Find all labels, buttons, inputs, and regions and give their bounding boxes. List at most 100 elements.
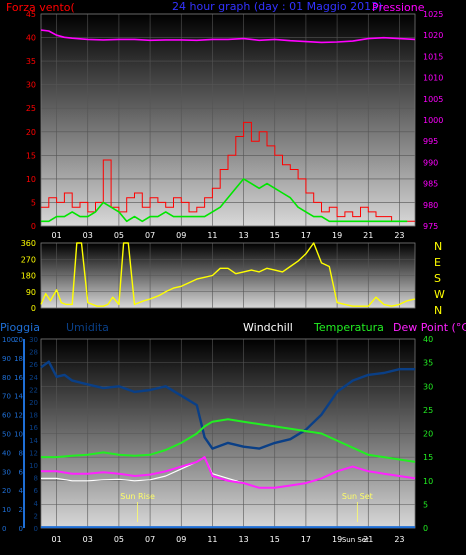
- x-tick-label: 07: [145, 535, 155, 544]
- chart-title: 24 hour graph (day : 01 Maggio 2013): [172, 0, 382, 13]
- sun-set-axis-label: Sun Set: [342, 536, 369, 544]
- x-tick-label: 11: [207, 231, 217, 240]
- temperature-tick-label: 25: [423, 406, 433, 415]
- x-tick-label: 03: [83, 231, 93, 240]
- humidity-tick-label: 20: [2, 487, 11, 495]
- pressure-tick-label: 985: [423, 180, 438, 189]
- pressure-series: [40, 29, 416, 44]
- rain-tick-label: 16: [14, 374, 23, 382]
- temp-left-tick-label: 24: [29, 374, 38, 382]
- x-tick-label: 01: [51, 231, 61, 240]
- humidity-tick-label: 90: [2, 355, 11, 363]
- x-tick-label: 23: [394, 535, 404, 544]
- pressure-tick-label: 1005: [423, 95, 443, 104]
- wind-tick-label: 35: [26, 57, 36, 66]
- wind-tick-label: 45: [26, 10, 36, 19]
- humidity-tick-label: 50: [2, 431, 11, 439]
- temp-left-tick-label: 18: [29, 412, 38, 420]
- rain-label: Pioggia: [0, 321, 40, 334]
- humidity-series: [40, 360, 415, 450]
- temperature-series: [41, 418, 416, 463]
- dewpoint-series: [41, 456, 416, 489]
- x-tick-label: 01: [51, 535, 61, 544]
- x-tick-label: 11: [207, 535, 217, 544]
- temp-left-tick-label: 6: [34, 487, 39, 495]
- humidity-tick-label: 100: [2, 336, 15, 344]
- axes: 0510152025303540459759809859909951000100…: [2, 10, 445, 544]
- humidity-tick-label: 70: [2, 393, 11, 401]
- wind-tick-label: 15: [26, 151, 36, 160]
- temp-left-tick-label: 2: [34, 512, 38, 520]
- wind-tick-label: 25: [26, 104, 36, 113]
- temp-left-tick-label: 12: [29, 449, 38, 457]
- temperature-tick-label: 35: [423, 359, 433, 368]
- sun-rise-marker-label: Sun Rise: [120, 492, 155, 501]
- wind-gust-series: [41, 121, 415, 222]
- rain-tick-label: 20: [14, 336, 23, 344]
- compass-label: W: [434, 288, 445, 301]
- temperature-label: Temperatura: [313, 321, 384, 334]
- x-tick-label: 17: [301, 231, 311, 240]
- wind-tick-label: 0: [31, 222, 36, 231]
- x-tick-label: 21: [363, 535, 373, 544]
- x-tick-label: 19: [332, 535, 342, 544]
- temperature-tick-label: 5: [423, 500, 428, 509]
- temperature-tick-label: 30: [423, 382, 433, 391]
- temperature-tick-label: 10: [423, 477, 433, 486]
- humidity-tick-label: 40: [2, 449, 11, 457]
- rain-tick-label: 2: [19, 506, 23, 514]
- temp-left-tick-label: 8: [34, 475, 38, 483]
- wind-panel-frame: [40, 13, 416, 227]
- temperature-tick-label: 40: [423, 335, 433, 344]
- x-tick-label: 09: [176, 231, 186, 240]
- x-tick-label: 21: [363, 231, 373, 240]
- compass-label: S: [434, 272, 441, 285]
- temperature-tick-label: 0: [423, 524, 428, 533]
- rain-tick-label: 12: [14, 412, 23, 420]
- x-tick-label: 05: [114, 231, 124, 240]
- wind-tick-label: 10: [26, 175, 36, 184]
- temp-left-tick-label: 0: [34, 525, 38, 533]
- wind-tick-label: 40: [26, 34, 36, 43]
- wind-tick-label: 5: [31, 198, 36, 207]
- temperature-tick-label: 15: [423, 453, 433, 462]
- x-tick-label: 19: [332, 231, 342, 240]
- temp-left-tick-label: 28: [29, 349, 38, 357]
- direction-tick-label: 0: [31, 304, 36, 313]
- rain-tick-label: 10: [14, 431, 23, 439]
- sun-set-marker-label: Sun Set: [342, 492, 373, 501]
- pressure-tick-label: 1020: [423, 31, 443, 40]
- wind-average-series: [41, 178, 408, 223]
- rain-tick-label: 4: [19, 487, 24, 495]
- pressure-tick-label: 1000: [423, 116, 443, 125]
- humidity-tick-label: 30: [2, 468, 11, 476]
- x-tick-label: 07: [145, 231, 155, 240]
- direction-tick-label: 270: [21, 255, 36, 264]
- direction-tick-label: 360: [21, 239, 36, 248]
- x-tick-label: 03: [83, 535, 93, 544]
- data-series: Sun Rise Sun Set: [40, 29, 416, 529]
- humidity-label: Umidita: [66, 321, 109, 334]
- wind-direction-series: [40, 242, 416, 307]
- pressure-tick-label: 1015: [423, 52, 443, 61]
- x-tick-label: 15: [270, 231, 280, 240]
- compass-label: N: [434, 304, 442, 317]
- x-tick-label: 13: [238, 231, 248, 240]
- humidity-tick-label: 60: [2, 412, 11, 420]
- direction-panel-frame: [40, 242, 416, 309]
- temperature-tick-label: 20: [423, 430, 433, 439]
- x-tick-label: 09: [176, 535, 186, 544]
- direction-tick-label: 90: [26, 288, 36, 297]
- windchill-label: Windchill: [243, 321, 293, 334]
- direction-tick-label: 180: [21, 272, 36, 281]
- temp-left-tick-label: 20: [29, 399, 38, 407]
- temp-left-tick-label: 14: [29, 437, 38, 445]
- pressure-tick-label: 1025: [423, 10, 443, 19]
- humidity-tick-label: 80: [2, 374, 11, 382]
- wind-axis-label: Forza vento(: [6, 1, 75, 14]
- pressure-tick-label: 995: [423, 137, 438, 146]
- rain-tick-label: 8: [19, 449, 23, 457]
- x-tick-label: 23: [394, 231, 404, 240]
